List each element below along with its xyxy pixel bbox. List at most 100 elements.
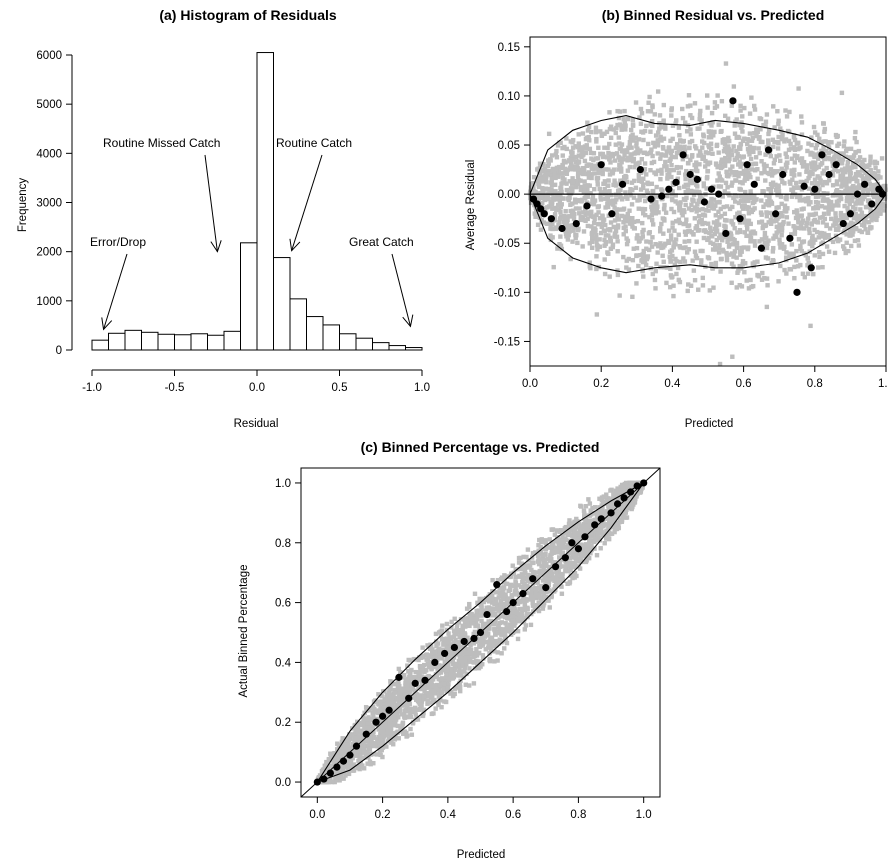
- cloud-point: [724, 173, 730, 178]
- cloud-point: [548, 172, 554, 178]
- cloud-point: [727, 138, 732, 144]
- cloud-point: [743, 174, 748, 180]
- cloud-point: [802, 226, 807, 231]
- cloud-point: [841, 178, 847, 184]
- cloud-point: [771, 144, 776, 150]
- cloud-point: [652, 112, 657, 117]
- cloud-point: [792, 137, 798, 143]
- cloud-point: [830, 183, 836, 188]
- cloud-point: [777, 153, 782, 158]
- cloud-point: [826, 178, 832, 183]
- cloud-point: [776, 134, 781, 140]
- cloud-point: [834, 187, 840, 193]
- cloud-point: [561, 219, 567, 225]
- cloud-point: [568, 202, 573, 207]
- cloud-point: [615, 272, 621, 278]
- cloud-point: [560, 552, 565, 557]
- cloud-point: [796, 146, 801, 152]
- cloud-point: [808, 323, 813, 329]
- cloud-point: [646, 181, 651, 187]
- cloud-point: [595, 534, 600, 540]
- cloud-point: [824, 165, 829, 171]
- cloud-point: [619, 149, 625, 154]
- cloud-point: [748, 230, 754, 235]
- cloud-point: [615, 239, 620, 244]
- cloud-point: [779, 166, 784, 171]
- cloud-point: [724, 150, 730, 155]
- cloud-point: [818, 180, 823, 185]
- cloud-point: [671, 293, 676, 299]
- cloud-point: [858, 207, 863, 212]
- cloud-point: [545, 168, 550, 174]
- cloud-point: [706, 143, 711, 148]
- cloud-point: [600, 499, 606, 505]
- cloud-point: [581, 171, 586, 177]
- cloud-point: [637, 160, 642, 165]
- cloud-point: [492, 659, 497, 664]
- cloud-point: [729, 233, 734, 239]
- cloud-point: [668, 266, 673, 272]
- y-tick-label: 0.15: [498, 42, 520, 54]
- cloud-point: [603, 167, 609, 172]
- cloud-point: [515, 628, 521, 634]
- cloud-point: [755, 272, 760, 278]
- cloud-point: [604, 129, 610, 135]
- cloud-point: [550, 226, 555, 232]
- histogram-bar: [174, 334, 192, 351]
- cloud-point: [585, 543, 590, 548]
- cloud-point: [830, 169, 835, 175]
- cloud-point: [594, 176, 600, 181]
- binned-percentage-x-label: Predicted: [457, 849, 506, 861]
- cloud-point: [361, 766, 367, 771]
- cloud-point: [575, 166, 581, 171]
- cloud-point: [609, 502, 615, 508]
- cloud-point: [695, 201, 700, 207]
- cloud-point: [851, 215, 857, 221]
- cloud-point: [466, 655, 471, 660]
- cloud-point: [517, 566, 523, 572]
- cloud-point: [684, 154, 689, 159]
- cloud-point: [565, 564, 570, 569]
- cloud-point: [462, 665, 468, 670]
- cloud-point: [657, 126, 662, 131]
- cloud-point: [396, 736, 401, 741]
- cloud-point: [605, 204, 611, 210]
- cloud-point: [551, 540, 556, 545]
- binned-residual-y-label: Average Residual: [465, 160, 477, 251]
- cloud-point: [564, 181, 569, 186]
- cloud-point: [583, 518, 589, 524]
- cloud-point: [856, 218, 861, 224]
- cloud-point: [716, 245, 722, 251]
- cloud-point: [726, 191, 731, 196]
- cloud-point: [398, 669, 403, 675]
- cloud-point: [724, 204, 730, 209]
- cloud-point: [799, 114, 804, 119]
- cloud-point: [493, 590, 499, 595]
- cloud-point: [552, 532, 558, 537]
- cloud-point: [671, 209, 677, 215]
- cloud-point: [457, 681, 462, 686]
- cloud-point: [420, 667, 426, 672]
- histogram-panel: (a) Histogram of Residuals Residual Freq…: [17, 7, 430, 430]
- cloud-point: [589, 512, 594, 517]
- cloud-point: [649, 213, 655, 218]
- cloud-point: [521, 554, 526, 560]
- cloud-point: [729, 183, 734, 188]
- cloud-point: [595, 532, 600, 537]
- cloud-point: [595, 178, 600, 183]
- cloud-point: [401, 672, 407, 678]
- cloud-point: [478, 640, 483, 645]
- cloud-point: [538, 170, 543, 176]
- cloud-point: [854, 178, 859, 184]
- cloud-point: [467, 666, 472, 671]
- cloud-point: [752, 168, 758, 173]
- cloud-point: [536, 558, 541, 564]
- cloud-point: [822, 139, 827, 144]
- cloud-point: [806, 216, 811, 221]
- binned-point: [878, 190, 887, 198]
- cloud-point: [448, 642, 453, 647]
- cloud-point: [731, 251, 737, 257]
- cloud-point: [491, 622, 497, 627]
- cloud-point: [805, 263, 810, 268]
- cloud-point: [621, 490, 626, 495]
